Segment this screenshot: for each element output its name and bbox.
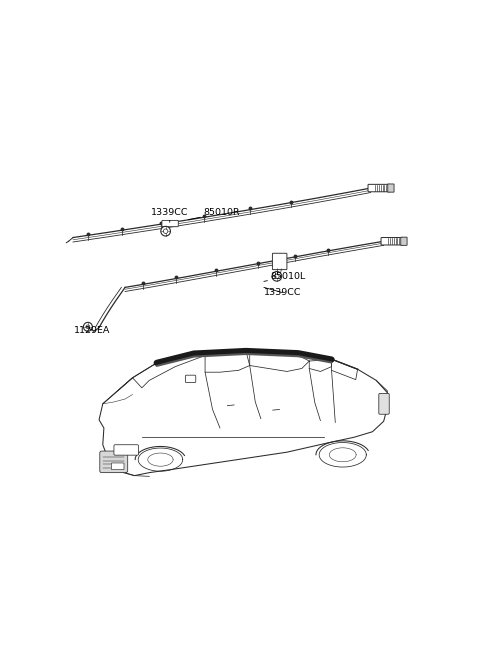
Circle shape	[272, 272, 282, 281]
FancyBboxPatch shape	[401, 237, 407, 245]
FancyBboxPatch shape	[185, 375, 196, 382]
Circle shape	[84, 322, 92, 331]
FancyBboxPatch shape	[100, 451, 128, 472]
Text: 1129EA: 1129EA	[74, 326, 110, 335]
FancyBboxPatch shape	[111, 463, 124, 470]
Circle shape	[161, 226, 170, 236]
FancyBboxPatch shape	[379, 394, 389, 414]
FancyBboxPatch shape	[368, 184, 390, 192]
FancyBboxPatch shape	[388, 184, 394, 192]
Text: 1339CC: 1339CC	[264, 287, 301, 297]
FancyBboxPatch shape	[114, 445, 139, 455]
Circle shape	[86, 325, 90, 329]
Text: 85010L: 85010L	[264, 272, 305, 281]
FancyBboxPatch shape	[162, 220, 178, 227]
Circle shape	[275, 274, 279, 279]
Text: 1339CC: 1339CC	[151, 209, 189, 222]
Text: 85010R: 85010R	[188, 209, 240, 220]
FancyBboxPatch shape	[381, 237, 403, 245]
Circle shape	[163, 229, 168, 234]
FancyBboxPatch shape	[272, 253, 287, 270]
